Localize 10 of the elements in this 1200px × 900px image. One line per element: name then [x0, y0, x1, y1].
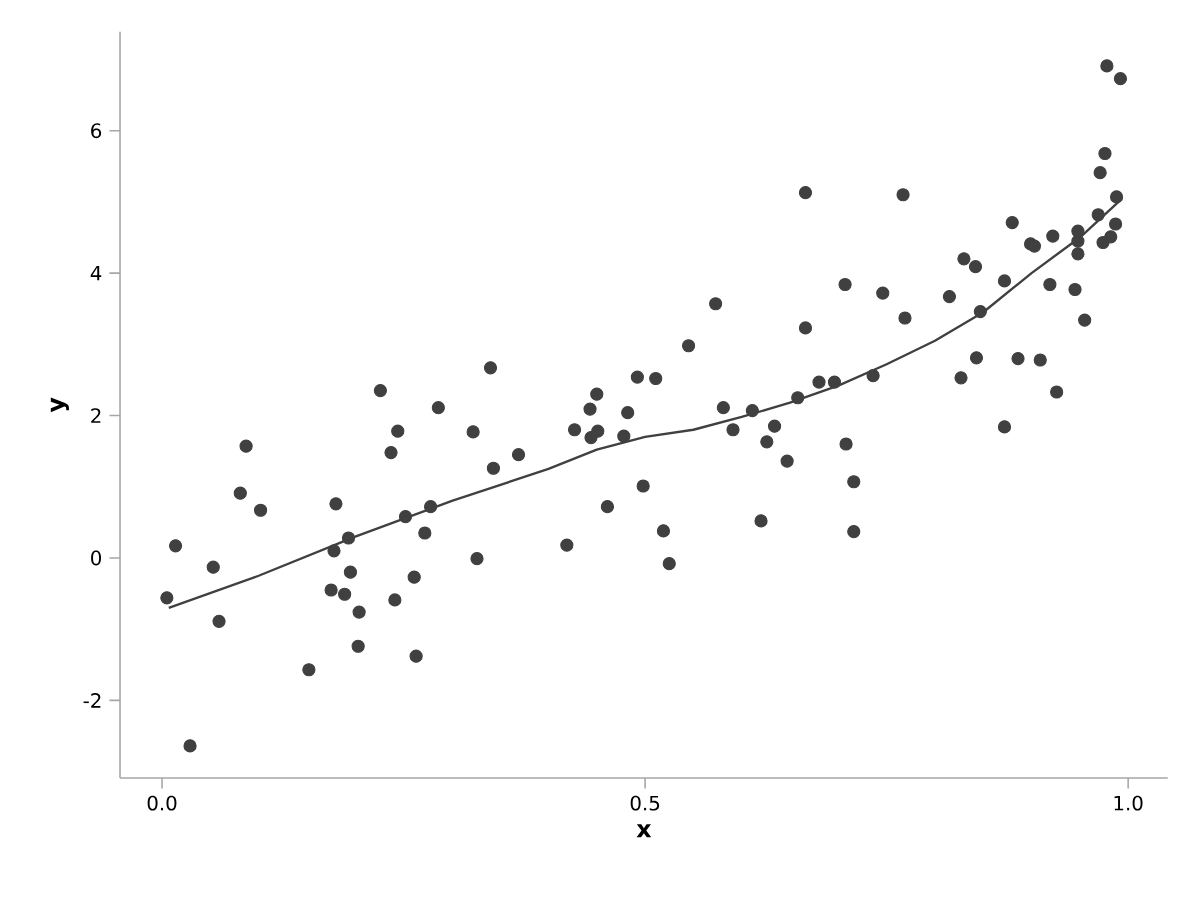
x-tick-label: 0.5 [630, 795, 660, 811]
x-axis-title: x [636, 824, 652, 838]
x-tick-label: 1.0 [1114, 795, 1143, 811]
y-axis-title: y [50, 397, 69, 413]
y-tick-label: -2 [83, 693, 101, 708]
y-tick-label: 4 [90, 265, 102, 281]
y-tick-label: 0 [91, 550, 102, 566]
y-tick-label: 2 [91, 408, 101, 423]
x-tick-label: 0.0 [147, 795, 177, 811]
y-tick-label: 6 [91, 123, 102, 139]
